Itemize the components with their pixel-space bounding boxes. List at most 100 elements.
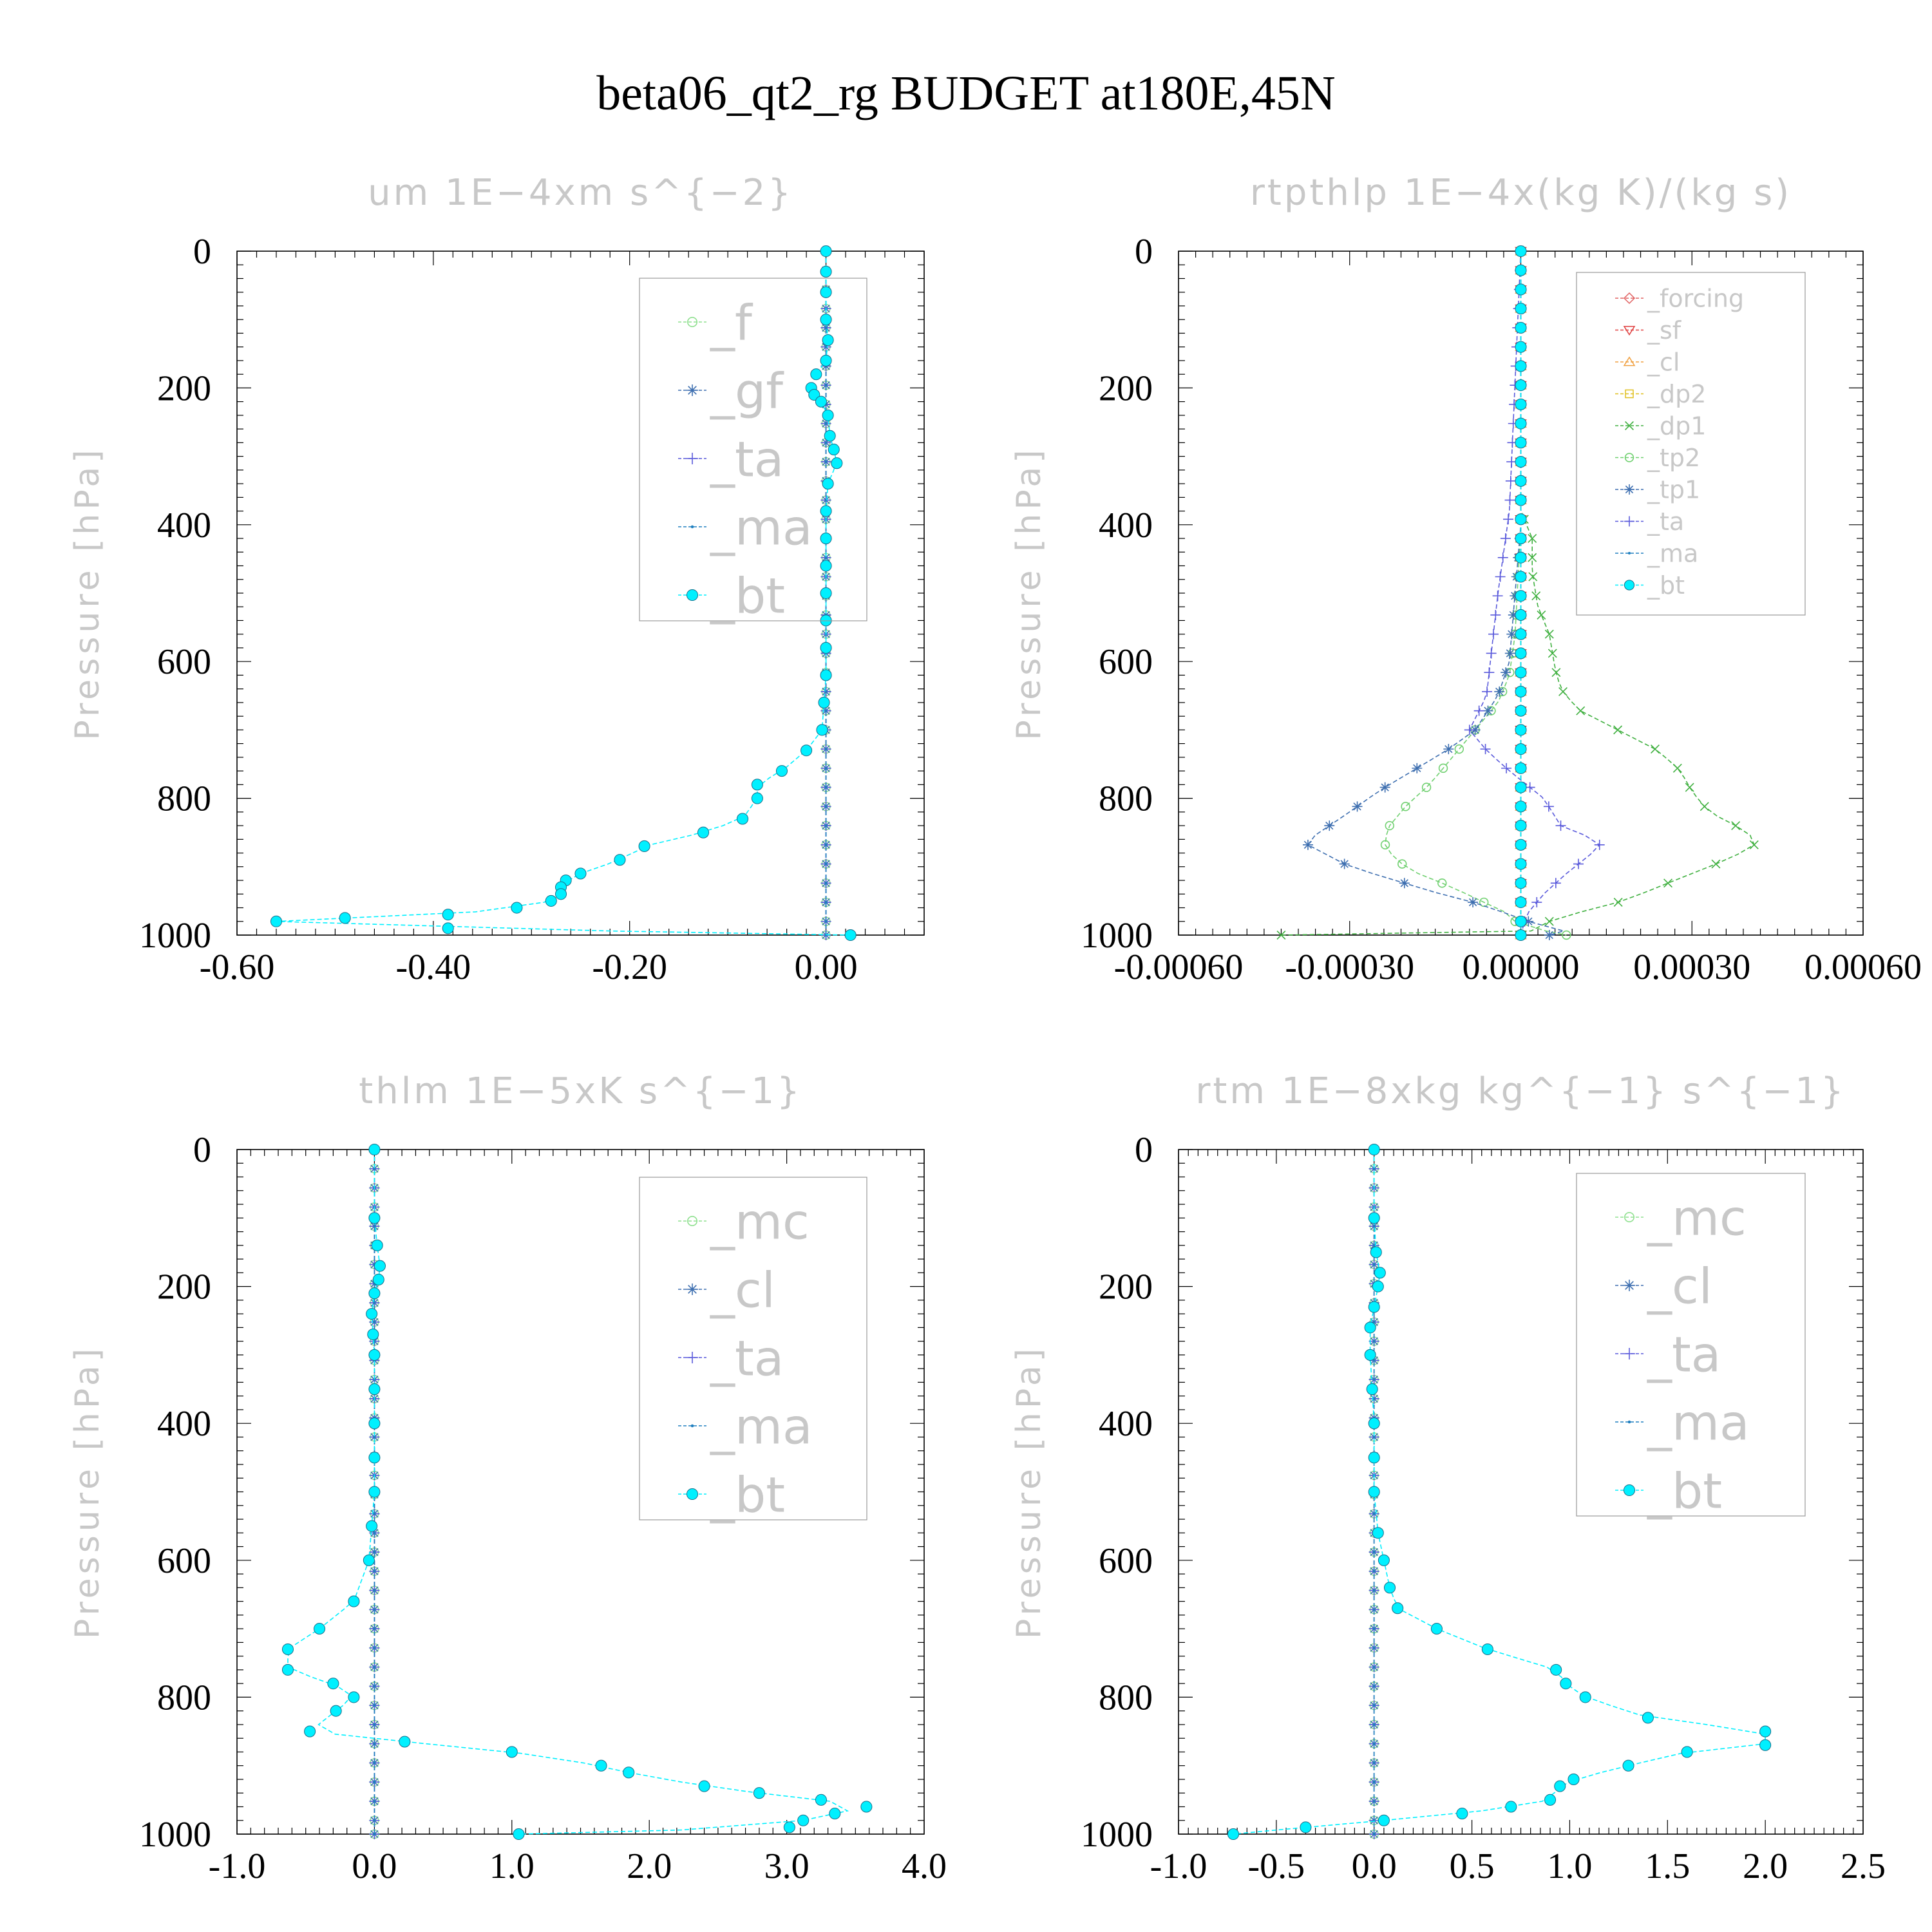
legend-label: _mc <box>1647 1189 1747 1246</box>
data-point <box>368 1212 381 1224</box>
legend: _f _gf _ta _ma _bt <box>639 278 867 624</box>
data-point <box>1372 1397 1376 1400</box>
data-point <box>614 854 626 866</box>
data-point <box>824 748 828 751</box>
legend-label: _mc <box>710 1193 810 1250</box>
legend-label: _forcing <box>1647 285 1744 313</box>
data-point <box>820 245 832 258</box>
data-point <box>1503 514 1514 525</box>
data-point <box>800 744 813 757</box>
data-point <box>775 765 788 777</box>
data-point <box>810 368 822 381</box>
data-point <box>1372 1512 1376 1515</box>
legend-marker <box>1624 1280 1635 1291</box>
data-point <box>373 1302 376 1305</box>
legend-label: _ma <box>710 498 813 556</box>
data-point <box>1482 705 1493 716</box>
data-point <box>824 430 836 442</box>
legend-marker <box>690 525 694 529</box>
data-point <box>1544 629 1554 639</box>
data-point <box>373 1167 376 1170</box>
data-point <box>1515 417 1527 430</box>
data-point <box>1515 551 1527 564</box>
data-point <box>1352 801 1363 812</box>
data-point <box>820 669 832 681</box>
y-axis-label: Pressure [hPa] <box>68 1345 107 1639</box>
data-point <box>1515 283 1527 296</box>
data-point <box>1515 820 1527 832</box>
y-tick-label: 1000 <box>139 1815 211 1855</box>
data-point <box>1481 1643 1493 1656</box>
legend-marker <box>1624 1212 1635 1223</box>
x-tick-label: 3.0 <box>764 1846 810 1886</box>
legend-marker <box>1625 389 1634 399</box>
data-point <box>368 1417 381 1430</box>
data-point <box>1700 802 1709 811</box>
data-point <box>1372 1280 1384 1293</box>
data-point <box>1749 840 1759 849</box>
data-point <box>368 1287 381 1300</box>
data-point <box>1372 1665 1376 1669</box>
data-point <box>368 1143 381 1156</box>
data-point <box>1537 611 1546 620</box>
legend-marker <box>687 1283 698 1295</box>
data-point <box>1506 629 1517 639</box>
y-tick-label: 600 <box>1099 1541 1153 1581</box>
data-point <box>442 909 454 921</box>
data-point <box>368 1383 381 1396</box>
data-point <box>1421 782 1432 792</box>
data-point <box>442 922 454 934</box>
data-point <box>1515 360 1527 372</box>
data-point <box>824 709 828 712</box>
data-point <box>1550 1663 1562 1676</box>
y-tick-label: 400 <box>157 506 211 545</box>
data-point <box>1372 1781 1376 1784</box>
data-point <box>1555 820 1566 831</box>
series-ta <box>1464 246 1605 940</box>
data-point <box>824 326 828 329</box>
legend-item: _sf <box>1615 316 1682 345</box>
legend-marker <box>687 1216 698 1227</box>
legend-item: _cl <box>678 1261 775 1318</box>
chart-panel-2: rtpthlp 1E−4x(kg K)/(kg s) Pressure [hPa]… <box>1010 172 1922 987</box>
data-point <box>1372 1340 1376 1343</box>
data-point <box>824 843 828 846</box>
series-bt <box>270 245 857 942</box>
data-point <box>1622 1759 1634 1772</box>
data-point <box>1383 1582 1396 1594</box>
data-point <box>1515 398 1527 410</box>
data-point <box>366 1308 378 1320</box>
y-tick-label: 200 <box>1099 368 1153 408</box>
data-point <box>1464 724 1475 735</box>
legend-marker <box>686 589 699 601</box>
data-point <box>1515 667 1527 679</box>
data-point <box>1473 705 1484 716</box>
data-point <box>1504 648 1515 659</box>
legend-label: _bt <box>1647 1462 1722 1519</box>
data-point <box>373 1225 376 1228</box>
data-point <box>368 1349 381 1361</box>
data-point <box>820 532 832 545</box>
data-point <box>1528 572 1538 582</box>
legend-label: _bt <box>710 567 785 624</box>
legend-label: _ta <box>1647 507 1684 536</box>
data-point <box>1385 820 1394 831</box>
data-point <box>1554 1780 1566 1792</box>
data-point <box>1379 782 1390 793</box>
data-point <box>1550 878 1561 889</box>
data-point <box>1672 763 1682 773</box>
legend-item: _ta <box>678 430 784 488</box>
data-point <box>1711 859 1721 869</box>
data-point <box>368 1452 381 1464</box>
data-point <box>1562 930 1571 940</box>
data-point <box>824 345 828 348</box>
data-point <box>1551 668 1561 677</box>
legend-box <box>1576 272 1806 616</box>
legend-item: _bt <box>1615 571 1685 600</box>
data-point <box>824 422 828 425</box>
legend-marker <box>1623 292 1636 305</box>
y-tick-label: 800 <box>157 1678 211 1718</box>
legend-label: _tp1 <box>1647 476 1700 504</box>
data-point <box>1515 929 1527 942</box>
data-point <box>1515 838 1527 851</box>
